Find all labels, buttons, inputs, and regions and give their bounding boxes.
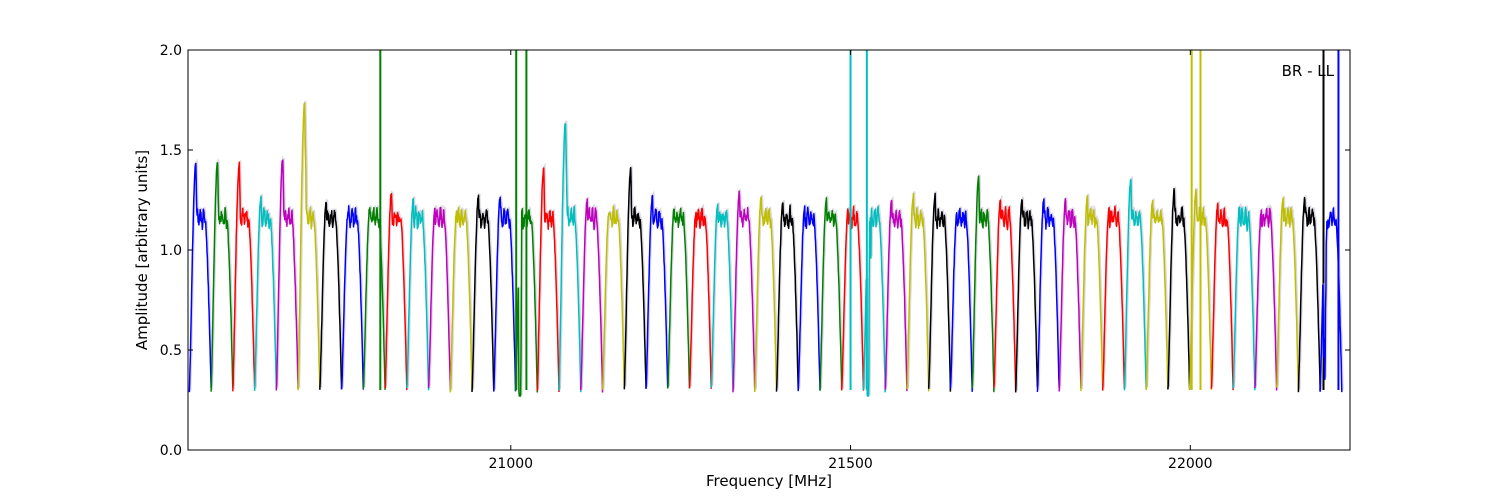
channel-shadow-42	[1102, 204, 1127, 389]
channel-line-7	[340, 205, 365, 390]
channel-line-40	[1058, 198, 1082, 392]
x-tick-label-0: 21000	[489, 456, 534, 472]
channel-line-35	[949, 207, 973, 392]
channel-shadow-27	[776, 200, 801, 390]
channel-line-26	[753, 196, 778, 393]
channel-shadow-1	[211, 158, 235, 390]
channel-shadow-0	[189, 158, 214, 391]
channel-line-22	[666, 207, 691, 389]
channel-shadow-24	[711, 202, 735, 388]
channel-line-33	[906, 192, 930, 392]
channel-shadow-2	[232, 160, 257, 390]
channel-line-34	[927, 192, 952, 392]
baseline-annotation: BR - LL	[1282, 62, 1335, 80]
channel-line-11	[427, 206, 452, 391]
channel-shadow-35	[950, 206, 975, 390]
channel-shadow-20	[624, 165, 648, 388]
channel-shadow-34	[928, 191, 953, 390]
channel-line-45	[1167, 188, 1191, 390]
y-tick-label-0: 0.0	[160, 443, 182, 459]
channel-line-5	[297, 102, 321, 391]
channel-line-39	[1036, 198, 1060, 392]
channel-line-6	[319, 201, 343, 390]
y-tick-label-2: 1.0	[160, 243, 182, 259]
channel-shadow-19	[602, 203, 627, 388]
x-axis-label: Frequency [MHz]	[706, 472, 832, 490]
channel-shadow-43	[1124, 176, 1149, 389]
channel-shadow-14	[493, 195, 518, 390]
x-tick-label-2: 22000	[1168, 456, 1213, 472]
channel-line-25	[732, 190, 756, 393]
y-axis-label: Amplitude [arbitrary units]	[133, 150, 151, 350]
y-tick-label-3: 1.5	[160, 143, 182, 159]
channel-line-8	[362, 206, 386, 390]
channel-line-20	[623, 166, 647, 390]
channel-line-47	[1210, 202, 1234, 391]
channel-line-51	[1297, 196, 1321, 393]
channel-shadow-13	[472, 193, 496, 391]
channel-line-42	[1101, 205, 1126, 391]
channel-line-27	[775, 202, 799, 392]
channel-shadow-16	[537, 162, 561, 391]
channel-line-17	[558, 123, 582, 393]
channel-line-21	[645, 194, 669, 389]
series-layer	[188, 50, 1344, 397]
channel-line-50	[1275, 197, 1300, 391]
channel-line-0	[188, 162, 212, 393]
channel-shadow-7	[341, 203, 366, 388]
channel-line-32	[884, 199, 908, 392]
channel-shadow-45	[1167, 186, 1192, 388]
channel-shadow-11	[428, 204, 453, 389]
channel-line-16	[536, 167, 560, 393]
channel-line-41	[1080, 195, 1104, 392]
channel-line-19	[601, 205, 626, 390]
channel-line-36	[971, 175, 995, 393]
channel-line-24	[710, 203, 734, 390]
channel-shadow-39	[1037, 196, 1062, 390]
plot-background	[188, 50, 1350, 450]
channel-line-38	[1014, 199, 1039, 393]
ticks-layer: 21000 21500 22000 0.0 0.5 1.0 1.5 2.0	[160, 43, 1350, 472]
channel-line-4	[275, 159, 299, 391]
channel-line-43	[1123, 178, 1147, 391]
channel-line-1	[210, 162, 234, 392]
channel-line-28	[797, 205, 821, 392]
channel-line-3	[253, 195, 278, 391]
channel-line-2	[232, 161, 256, 392]
channel-line-44	[1145, 199, 1169, 390]
channel-line-23	[688, 207, 712, 389]
channel-line-13	[471, 194, 495, 393]
channel-line-12	[449, 206, 473, 393]
channel-shadow-32	[885, 196, 909, 390]
channel-line-14	[493, 196, 517, 392]
channel-line-48	[1232, 206, 1256, 391]
x-tick-label-1: 21500	[828, 456, 873, 472]
channel-shadow-51	[1298, 195, 1323, 391]
channel-shadow-36	[972, 174, 996, 391]
channel-line-30	[840, 205, 865, 391]
channel-line-10	[406, 197, 430, 391]
channel-line-37	[993, 199, 1017, 393]
channel-line-18	[580, 198, 604, 393]
channel-shadow-5	[298, 100, 322, 389]
channel-line-49	[1254, 207, 1278, 391]
channel-line-29	[819, 197, 843, 391]
channel-shadow-44	[1146, 198, 1170, 388]
y-tick-label-1: 0.5	[160, 343, 182, 359]
y-tick-label-4: 2.0	[160, 43, 182, 59]
channel-line-9	[384, 192, 408, 391]
